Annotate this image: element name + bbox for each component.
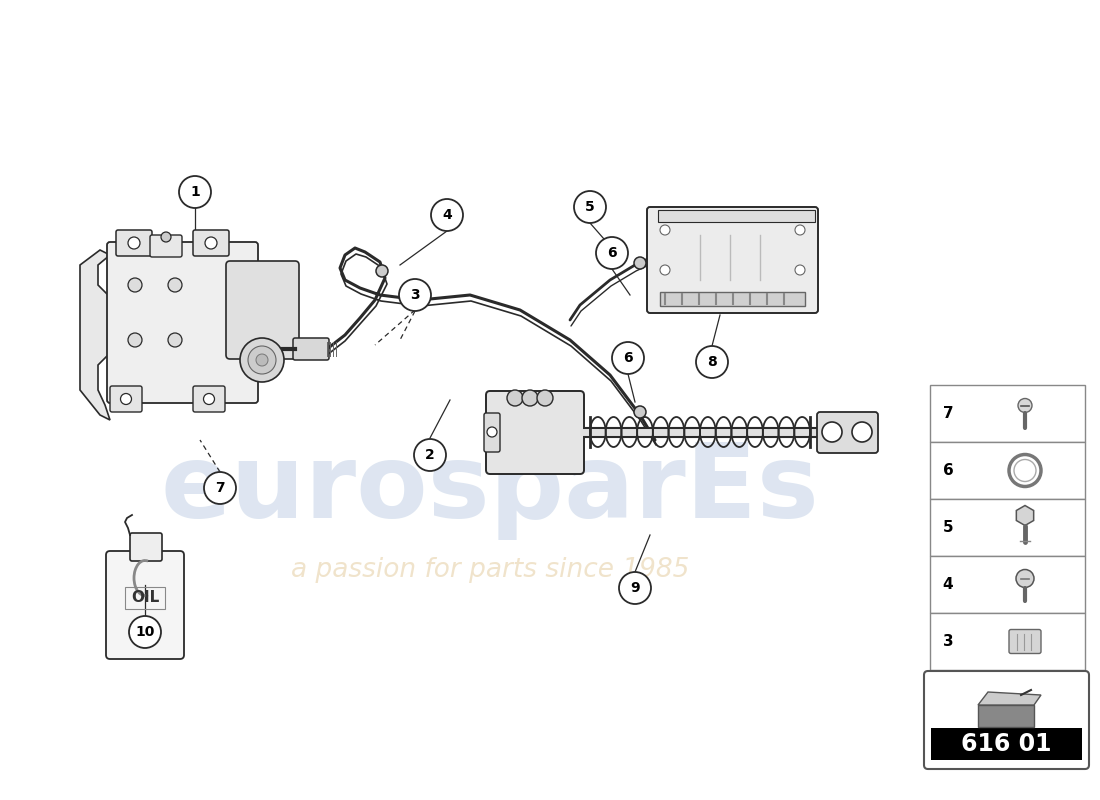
Polygon shape [978, 692, 1041, 705]
Circle shape [487, 427, 497, 437]
Text: 10: 10 [135, 625, 155, 639]
Bar [978, 705, 1034, 727]
Polygon shape [1016, 506, 1034, 526]
Circle shape [795, 225, 805, 235]
Circle shape [128, 237, 140, 249]
Circle shape [376, 265, 388, 277]
Text: 7: 7 [216, 481, 224, 495]
FancyBboxPatch shape [293, 338, 329, 360]
Text: OIL: OIL [131, 590, 160, 606]
Text: 2: 2 [425, 448, 435, 462]
FancyBboxPatch shape [110, 386, 142, 412]
FancyBboxPatch shape [486, 391, 584, 474]
Circle shape [248, 346, 276, 374]
Text: 8: 8 [707, 355, 717, 369]
Text: 9: 9 [630, 581, 640, 595]
Text: 1: 1 [190, 185, 200, 199]
Circle shape [795, 265, 805, 275]
Circle shape [612, 342, 643, 374]
Polygon shape [80, 250, 110, 420]
Circle shape [168, 278, 182, 292]
Circle shape [129, 616, 161, 648]
Text: 4: 4 [442, 208, 452, 222]
Text: 7: 7 [943, 406, 954, 421]
Text: 3: 3 [410, 288, 420, 302]
Text: 5: 5 [943, 520, 954, 535]
Text: 6: 6 [607, 246, 617, 260]
Text: 3: 3 [943, 634, 954, 649]
Text: 616 01: 616 01 [961, 732, 1052, 756]
Circle shape [522, 390, 538, 406]
Text: 6: 6 [624, 351, 632, 365]
FancyBboxPatch shape [192, 230, 229, 256]
Circle shape [121, 394, 132, 405]
FancyBboxPatch shape [484, 413, 500, 452]
Circle shape [822, 422, 842, 442]
FancyBboxPatch shape [107, 242, 258, 403]
Circle shape [634, 257, 646, 269]
FancyBboxPatch shape [150, 235, 182, 257]
Circle shape [596, 237, 628, 269]
Text: 5: 5 [585, 200, 595, 214]
Circle shape [696, 346, 728, 378]
FancyBboxPatch shape [817, 412, 878, 453]
Bar [660, 292, 805, 306]
Circle shape [1018, 398, 1032, 413]
Circle shape [574, 191, 606, 223]
Bar [930, 385, 1085, 442]
Circle shape [205, 237, 217, 249]
FancyBboxPatch shape [226, 261, 299, 359]
Bar [931, 728, 1082, 760]
FancyBboxPatch shape [116, 230, 152, 256]
FancyBboxPatch shape [647, 207, 818, 313]
Circle shape [168, 333, 182, 347]
Circle shape [399, 279, 431, 311]
Text: 4: 4 [943, 577, 954, 592]
Circle shape [179, 176, 211, 208]
Circle shape [414, 439, 446, 471]
Circle shape [852, 422, 872, 442]
Circle shape [634, 406, 646, 418]
FancyBboxPatch shape [192, 386, 226, 412]
Bar [930, 442, 1085, 499]
Circle shape [128, 278, 142, 292]
Circle shape [256, 354, 268, 366]
Circle shape [431, 199, 463, 231]
FancyBboxPatch shape [1009, 630, 1041, 654]
Circle shape [128, 333, 142, 347]
Circle shape [537, 390, 553, 406]
Bar [930, 613, 1085, 670]
Polygon shape [658, 210, 815, 222]
FancyBboxPatch shape [106, 551, 184, 659]
Circle shape [660, 265, 670, 275]
Text: a passion for parts since 1985: a passion for parts since 1985 [290, 557, 690, 583]
Circle shape [204, 394, 214, 405]
FancyBboxPatch shape [130, 533, 162, 561]
Bar [930, 556, 1085, 613]
FancyBboxPatch shape [924, 671, 1089, 769]
Circle shape [660, 225, 670, 235]
Circle shape [507, 390, 522, 406]
Circle shape [240, 338, 284, 382]
Bar [930, 499, 1085, 556]
Circle shape [204, 472, 236, 504]
Circle shape [619, 572, 651, 604]
Text: eurosparEs: eurosparEs [161, 439, 820, 541]
Circle shape [161, 232, 170, 242]
Circle shape [1016, 570, 1034, 587]
Text: 6: 6 [943, 463, 954, 478]
